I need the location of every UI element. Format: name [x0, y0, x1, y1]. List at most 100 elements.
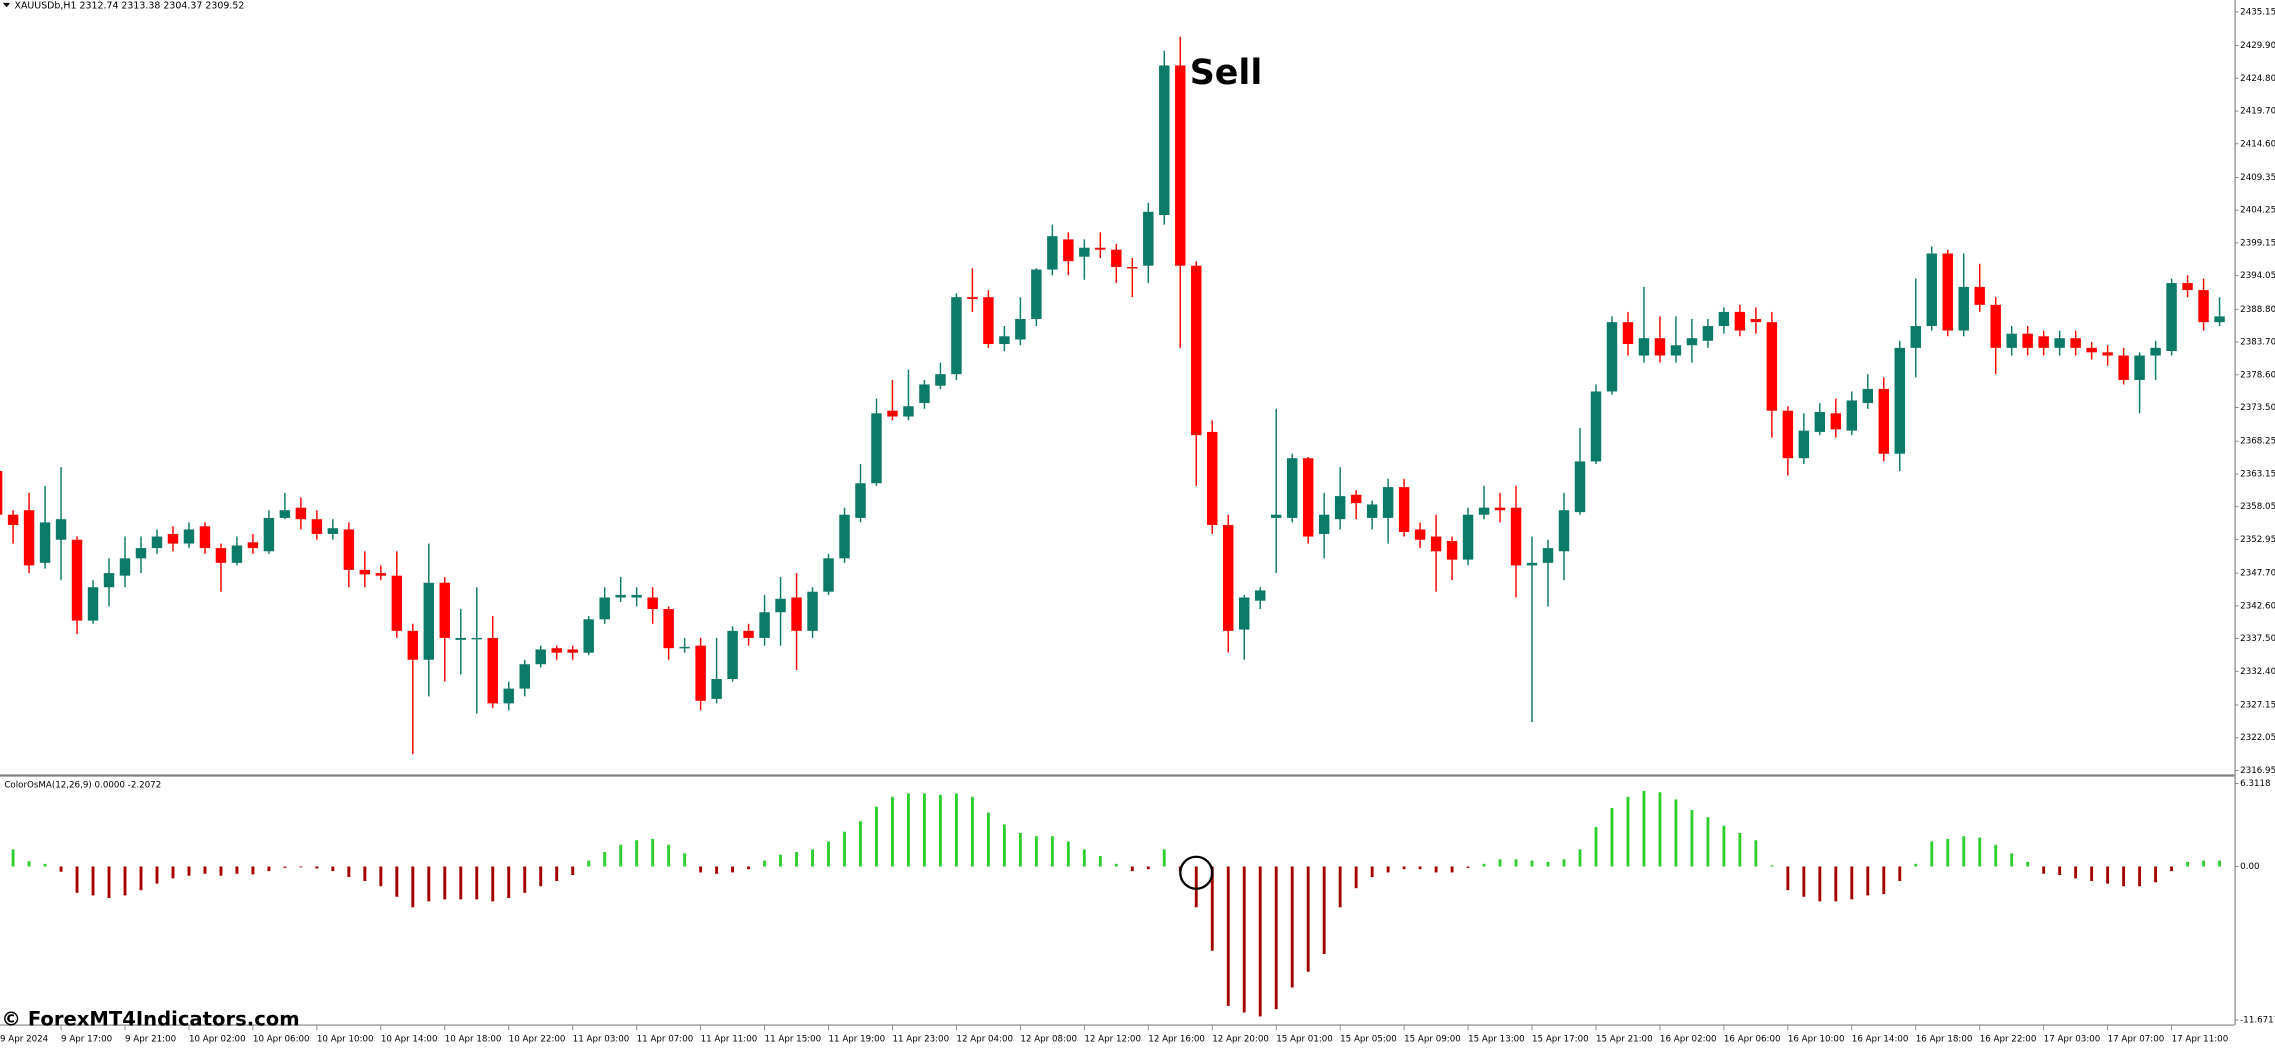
osma-bar	[1834, 866, 1838, 902]
x-tick-label: 11 Apr 07:00	[637, 1034, 694, 1044]
candle-body	[1766, 322, 1778, 411]
candle-body	[935, 374, 946, 386]
x-tick-label: 12 Apr 16:00	[1148, 1034, 1205, 1044]
osma-bar	[1242, 866, 1246, 1013]
osma-bar	[1290, 866, 1294, 988]
candle-body	[1654, 338, 1666, 356]
candle-body	[2198, 290, 2209, 323]
menu-arrow[interactable]	[2, 2, 11, 8]
candle-body	[1526, 562, 1538, 566]
candle-body	[1878, 388, 1890, 454]
osma-bar	[938, 794, 942, 867]
osma-bar	[843, 831, 846, 867]
x-tick-label: 16 Apr 02:00	[1660, 1034, 1717, 1044]
x-tick-label: 12 Apr 20:00	[1212, 1034, 1269, 1044]
candle-body	[631, 594, 642, 598]
candle-body	[1223, 524, 1234, 631]
candle-body	[839, 514, 850, 559]
osma-bar	[1722, 825, 1726, 867]
osma-bar	[283, 866, 287, 868]
candle-body	[407, 630, 419, 660]
y-tick-label: 2368.25	[2240, 437, 2275, 447]
candle-body	[391, 575, 403, 631]
candle-body	[1798, 430, 1810, 459]
candle-body	[903, 406, 914, 417]
osma-bar	[1562, 859, 1566, 867]
candle-body	[1894, 347, 1905, 454]
osma-bar	[795, 852, 798, 867]
osma-bar	[1674, 799, 1678, 867]
osma-bar	[427, 866, 431, 902]
candle-body	[855, 483, 866, 518]
candle-body	[1239, 597, 1250, 630]
candle-body	[583, 619, 594, 653]
candle-body	[455, 637, 466, 640]
osma-bar	[1690, 809, 1694, 867]
candle-body	[967, 297, 978, 300]
osma-bar	[907, 793, 910, 867]
x-tick-label: 16 Apr 14:00	[1852, 1034, 1909, 1044]
candle-body	[695, 645, 706, 701]
y-tick-label: 2337.50	[2240, 634, 2275, 644]
osma-bar	[1066, 841, 1070, 867]
osma-bar	[27, 861, 31, 867]
candle-body	[247, 542, 259, 549]
osma-bar	[1514, 859, 1518, 867]
osma-bar	[1482, 863, 1486, 867]
osma-bar	[1850, 866, 1854, 900]
x-tick-label: 10 Apr 02:00	[189, 1034, 246, 1044]
candle-body	[2070, 338, 2081, 348]
x-tick-label: 17 Apr 11:00	[2172, 1034, 2229, 1044]
candle-body	[375, 573, 387, 576]
candle-body	[1047, 236, 1058, 270]
osma-bar	[1930, 841, 1934, 867]
x-tick-label: 15 Apr 21:00	[1596, 1034, 1653, 1044]
x-tick-label: 17 Apr 07:00	[2108, 1034, 2165, 1044]
candle-body	[551, 648, 562, 653]
osma-bar	[747, 866, 751, 870]
osma-bar	[1418, 866, 1422, 870]
signal-circle	[1179, 855, 1214, 890]
osma-bar	[91, 866, 95, 896]
candle-body	[1398, 487, 1410, 533]
x-tick-label: 11 Apr 19:00	[829, 1034, 886, 1044]
candle-body	[183, 529, 195, 544]
candle-body	[1127, 266, 1138, 269]
y-tick-label: 2378.60	[2240, 370, 2275, 380]
candle-body	[1095, 247, 1106, 250]
osma-bar	[1594, 827, 1598, 867]
osma-bar	[1866, 866, 1870, 896]
osma-bar	[1946, 838, 1950, 867]
osma-bar	[2042, 866, 2046, 874]
osma-bar	[219, 866, 223, 876]
osma-bar	[1434, 866, 1438, 873]
candle-body	[663, 609, 674, 649]
osma-bar	[379, 866, 383, 887]
osma-bar	[1258, 866, 1262, 1017]
sell-annotation: Sell	[1190, 53, 1263, 93]
candle-body	[1718, 311, 1730, 327]
y-tick-label: 6.3118	[2240, 779, 2270, 789]
candle-body	[103, 573, 115, 588]
candle-body	[1510, 507, 1522, 566]
osma-bar	[411, 866, 415, 908]
osma-bar	[731, 866, 735, 873]
osma-bar	[123, 866, 127, 896]
osma-bar	[1962, 836, 1966, 867]
osma-bar	[139, 866, 143, 891]
osma-bar	[507, 866, 511, 899]
osma-bar	[2090, 866, 2094, 881]
candle-body	[2038, 336, 2049, 348]
symbol-header: XAUUSDb,H1 2312.74 2313.38 2304.37 2309.…	[15, 0, 245, 11]
osma-bar	[1306, 866, 1310, 972]
candle-body	[1207, 431, 1218, 525]
osma-bar	[875, 806, 878, 867]
osma-bar	[1498, 859, 1502, 867]
candle-body	[2118, 355, 2129, 380]
osma-bar	[539, 866, 543, 887]
osma-bar	[2218, 860, 2221, 867]
candle-body	[807, 591, 818, 631]
x-tick-label: 11 Apr 15:00	[765, 1034, 822, 1044]
osma-bar	[59, 866, 63, 872]
